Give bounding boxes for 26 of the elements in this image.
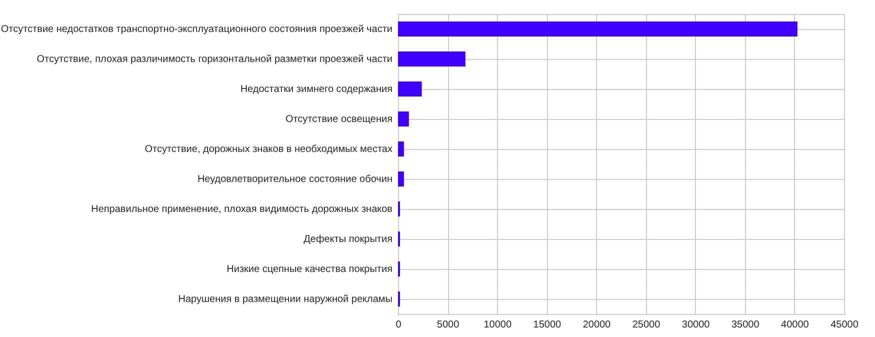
x-tick-label: 25000: [632, 320, 661, 330]
x-tick-label: 5000: [436, 320, 460, 330]
y-tick-label: Отсутствие, дорожных знаков в необходимых местах: [144, 144, 392, 155]
bar: [398, 142, 404, 156]
y-tick-label: Отсутствие недостатков транспортно-эксплуатационного состояния проезжей части: [0, 24, 392, 35]
x-tick-label: 45000: [830, 320, 859, 330]
bar: [398, 172, 404, 186]
x-tick-label: 0: [396, 320, 402, 330]
bar: [398, 82, 422, 96]
y-tick-label: Отсутствие освещения: [285, 114, 392, 125]
x-tick-label: 15000: [533, 320, 562, 330]
bar: [398, 52, 466, 66]
x-tick-label: 35000: [731, 320, 760, 330]
x-tick-label: 20000: [582, 320, 612, 330]
x-tick-label: 30000: [682, 320, 710, 330]
y-tick-label: Неудовлетворительное состояние обочин: [197, 174, 392, 185]
y-tick-label: Низкие сцепные качества покрытия: [226, 264, 392, 275]
y-tick-label: Отсутствие, плохая различимость горизонтальной разметки проезжей части: [36, 54, 392, 65]
bar: [398, 112, 409, 126]
y-tick-label: Недостатки зимнего содержания: [240, 84, 392, 95]
y-tick-label: Нарушения в размещении наружной рекламы: [178, 294, 392, 305]
y-tick-label: Неправильное применение, плохая видимость дорожных знаков: [91, 204, 392, 215]
x-tick-label: 40000: [781, 320, 810, 330]
y-tick-label: Дефекты покрытия: [304, 234, 392, 245]
x-tick-label: 10000: [484, 320, 512, 330]
bar: [398, 22, 798, 36]
